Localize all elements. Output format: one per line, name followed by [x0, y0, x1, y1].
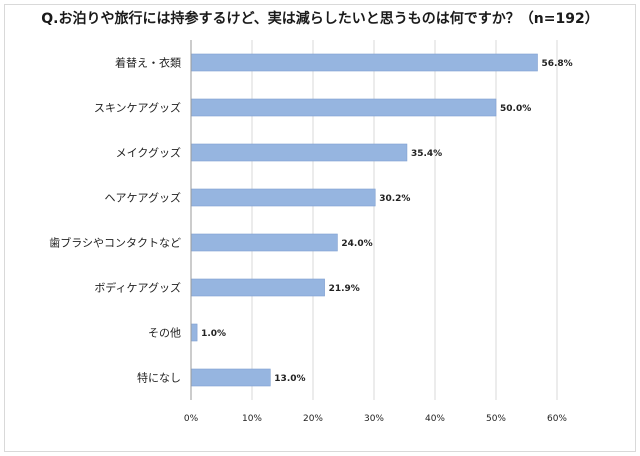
category-label: 歯ブラシやコンタクトなど	[49, 236, 181, 250]
bar	[190, 98, 497, 117]
category-label: ボディケアグッズ	[94, 281, 181, 295]
gridlines	[190, 40, 558, 400]
x-tick-label: 0%	[184, 414, 199, 424]
bar	[190, 323, 198, 342]
category-label: ヘアケアグッズ	[105, 191, 181, 205]
category-labels: 着替え・衣類スキンケアグッズメイクグッズヘアケアグッズ歯ブラシやコンタクトなどボ…	[49, 56, 181, 385]
bar	[190, 53, 538, 72]
value-label: 50.0%	[500, 104, 531, 114]
x-tick-label: 20%	[303, 414, 323, 424]
value-label: 35.4%	[411, 149, 442, 159]
category-label: メイクグッズ	[116, 146, 181, 160]
bar	[190, 233, 338, 252]
x-tick-label: 10%	[242, 414, 262, 424]
value-label: 13.0%	[274, 374, 305, 384]
category-label: その他	[148, 327, 181, 340]
bars	[190, 53, 538, 387]
category-label: 特になし	[137, 371, 181, 385]
value-label: 30.2%	[379, 194, 410, 204]
bar	[190, 188, 376, 207]
category-label: スキンケアグッズ	[94, 101, 181, 115]
bar	[190, 143, 408, 162]
x-tick-label: 40%	[425, 414, 445, 424]
value-label: 21.9%	[329, 284, 360, 294]
category-label: 着替え・衣類	[115, 56, 181, 70]
value-label: 56.8%	[541, 59, 572, 69]
value-label: 24.0%	[341, 239, 372, 249]
chart-title: Q.お泊りや旅行には持参するけど、実は減らしたいと思うものは何ですか？（n=19…	[41, 11, 599, 27]
value-label: 1.0%	[201, 329, 226, 339]
chart-frame	[4, 4, 636, 452]
bar	[190, 278, 325, 297]
bar	[190, 368, 271, 387]
value-labels: 56.8% 50.0% 35.4% 30.2% 24.0% 21.9% 1.0% 13.0%	[201, 59, 573, 384]
x-tick-label: 60%	[547, 414, 567, 424]
x-axis-ticks: 0% 10% 20% 30% 40% 50% 60%	[184, 414, 568, 424]
x-tick-label: 30%	[364, 414, 384, 424]
x-tick-label: 50%	[486, 414, 506, 424]
